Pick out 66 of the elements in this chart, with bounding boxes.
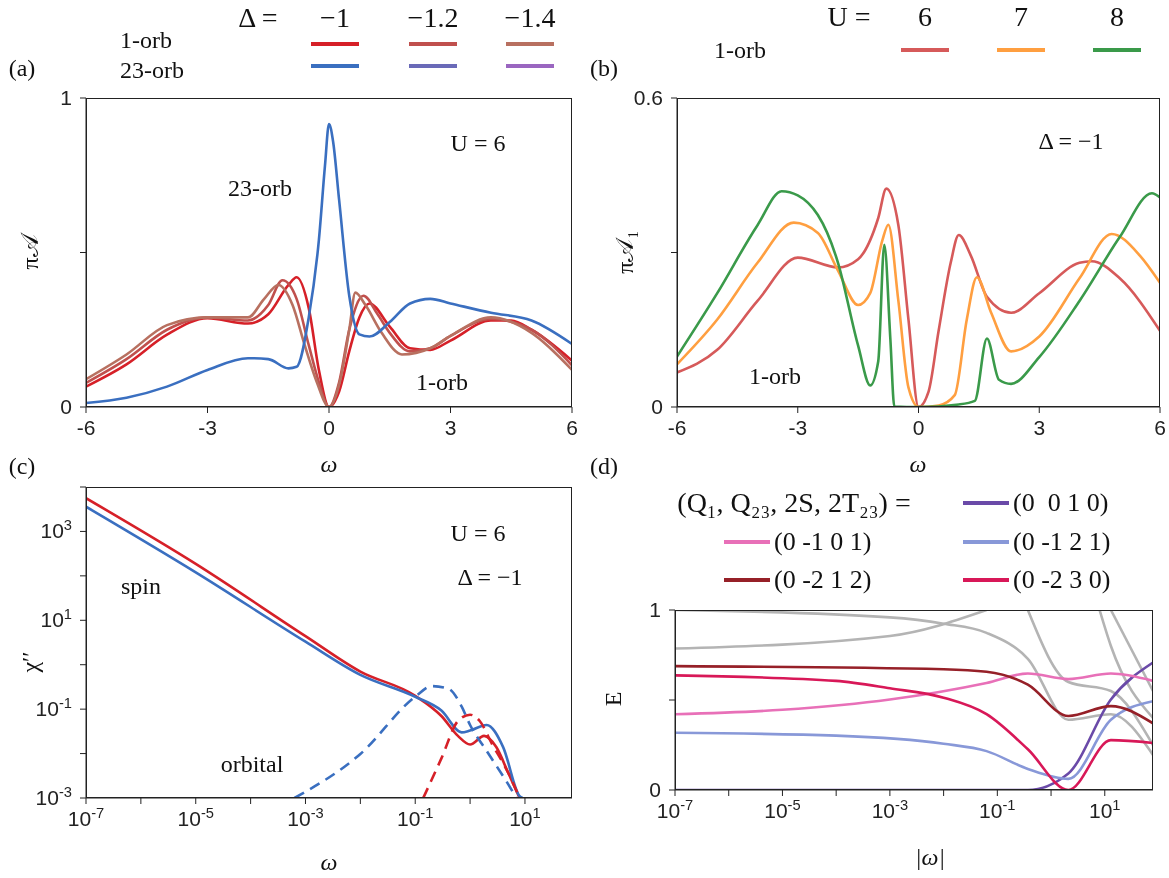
- x-tick-label: -6: [667, 416, 687, 439]
- legend-title: Δ =: [238, 2, 278, 34]
- text: 23-orb: [120, 56, 184, 84]
- x-tick-label: 0: [323, 416, 335, 439]
- y-axis-title: π𝒜₁: [611, 230, 639, 274]
- x-tick-label: 10$^{-5}$: [764, 797, 801, 822]
- text: (a): [8, 54, 36, 82]
- x-tick-label: 6: [1154, 416, 1166, 439]
- line-series: [1026, 610, 1153, 747]
- legend-label: (0 -1 0 1): [774, 527, 872, 557]
- text: (d): [590, 452, 618, 480]
- x-axis-title: ω: [320, 450, 338, 478]
- y-tick-label: 10$^{1}$: [40, 606, 72, 632]
- annotation: 1-orb: [749, 362, 801, 390]
- x-axis-title: |ω|: [914, 843, 946, 871]
- x-tick-label: 3: [444, 416, 457, 439]
- legend-label: (0 -2 3 0): [1013, 565, 1111, 595]
- x-tick-label: 10$^{-3}$: [287, 805, 324, 830]
- text: (c): [8, 452, 36, 480]
- y-tick-label: 1: [60, 86, 72, 109]
- x-tick-label: 10$^{1}$: [509, 805, 541, 830]
- text: 1-orb: [714, 36, 766, 64]
- x-tick-label: 10$^{-7}$: [67, 805, 105, 830]
- text: 7: [1014, 1, 1028, 33]
- annotation: orbital: [220, 750, 284, 778]
- text: 8: [1110, 1, 1124, 33]
- annotation: spin: [120, 572, 162, 600]
- legend-label: (0 0 1 0): [1013, 488, 1109, 518]
- legend-label: (0 -1 2 1): [1013, 527, 1111, 557]
- y-tick-label: 1: [649, 598, 661, 621]
- annotation: U = 6: [450, 519, 506, 547]
- annotation: Δ = −1: [457, 563, 523, 591]
- x-tick-label: -3: [198, 416, 217, 439]
- text: 1-orb: [120, 26, 172, 54]
- text: (b): [590, 54, 618, 82]
- text: 6: [918, 1, 932, 33]
- y-axis-title: π𝒜: [16, 234, 44, 270]
- x-tick-label: 0: [912, 416, 925, 439]
- x-axis-title: ω: [909, 450, 927, 478]
- annotation: U = 6: [450, 129, 506, 157]
- legend-label: (0 -2 1 2): [774, 565, 872, 595]
- text: −1.4: [504, 2, 556, 34]
- y-tick-label: 10$^{-1}$: [35, 695, 72, 721]
- y-tick-label: 0.6: [633, 86, 663, 109]
- annotation: 23-orb: [228, 174, 292, 202]
- y-axis-title: χ′′: [16, 651, 44, 673]
- x-tick-label: 6: [566, 416, 578, 439]
- text: −1.2: [407, 2, 459, 34]
- y-tick-label: 0: [60, 395, 72, 418]
- annotation: Δ = −1: [1038, 127, 1104, 155]
- y-axis-title: E: [599, 691, 627, 707]
- x-tick-label: 10$^{-1}$: [979, 797, 1016, 822]
- legend-title: U =: [827, 1, 871, 33]
- x-tick-label: -3: [788, 416, 808, 439]
- x-axis-title: ω: [320, 848, 338, 876]
- x-tick-label: 10$^{1}$: [1089, 797, 1121, 822]
- legend-title: (Q₁, Q₂₃, 2S, 2T₂₃) =: [677, 487, 911, 519]
- x-tick-label: 10$^{-3}$: [871, 797, 909, 822]
- text: −1: [320, 2, 350, 34]
- x-tick-label: 10$^{-1}$: [397, 805, 434, 830]
- x-tick-label: 10$^{-5}$: [177, 805, 214, 830]
- x-tick-label: -6: [76, 416, 96, 439]
- y-tick-label: 0: [651, 395, 663, 418]
- annotation: 1-orb: [416, 368, 468, 396]
- y-tick-label: 10$^{3}$: [40, 517, 72, 543]
- x-tick-label: 3: [1033, 416, 1046, 439]
